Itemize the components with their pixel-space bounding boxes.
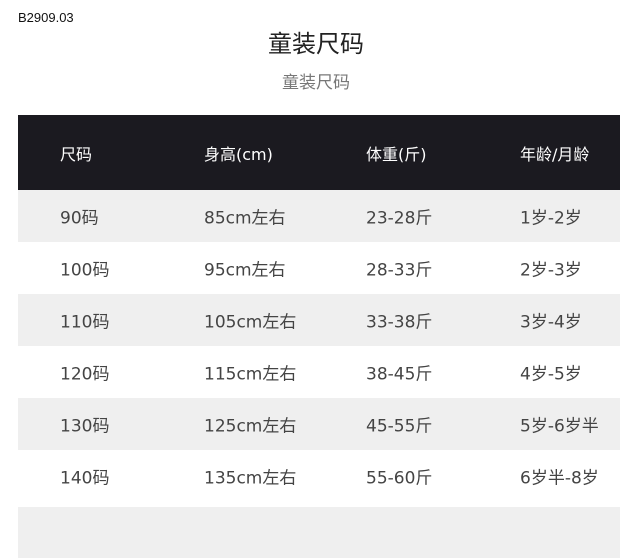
cell-height: 95cm左右 <box>204 260 286 281</box>
cell-size: 100码 <box>60 260 110 281</box>
cell-weight: 28-33斤 <box>366 260 433 281</box>
cell-weight: 55-60斤 <box>366 468 433 489</box>
cell-height: 115cm左右 <box>204 364 297 385</box>
product-code: B2909.03 <box>18 10 74 25</box>
table-row: 140码 135cm左右 55-60斤 6岁半-8岁 <box>18 450 620 502</box>
cell-age: 1岁-2岁 <box>520 208 582 229</box>
table-header: 尺码 身高(cm) 体重(斤) 年龄/月龄 <box>18 115 620 190</box>
header-height: 身高(cm) <box>204 144 273 164</box>
header-weight: 体重(斤) <box>366 144 427 164</box>
page-title: 童装尺码 <box>268 30 364 58</box>
cell-weight: 23-28斤 <box>366 208 433 229</box>
cell-size: 130码 <box>60 416 110 437</box>
table-row: 130码 125cm左右 45-55斤 5岁-6岁半 <box>18 398 620 450</box>
cell-weight: 45-55斤 <box>366 416 433 437</box>
cell-weight: 33-38斤 <box>366 312 433 333</box>
table-row: 90码 85cm左右 23-28斤 1岁-2岁 <box>18 190 620 242</box>
cell-size: 110码 <box>60 312 110 333</box>
page-subtitle: 童装尺码 <box>282 73 350 93</box>
cell-age: 4岁-5岁 <box>520 364 582 385</box>
table-row: 100码 95cm左右 28-33斤 2岁-3岁 <box>18 242 620 294</box>
cell-height: 105cm左右 <box>204 312 297 333</box>
header-age: 年龄/月龄 <box>520 144 590 164</box>
cell-height: 85cm左右 <box>204 208 286 229</box>
cell-weight: 38-45斤 <box>366 364 433 385</box>
cell-size: 90码 <box>60 208 99 229</box>
cell-size: 120码 <box>60 364 110 385</box>
cell-age: 6岁半-8岁 <box>520 468 599 489</box>
table-row: 110码 105cm左右 33-38斤 3岁-4岁 <box>18 294 620 346</box>
header-size: 尺码 <box>60 144 93 164</box>
empty-row <box>18 507 620 558</box>
cell-height: 125cm左右 <box>204 416 297 437</box>
cell-height: 135cm左右 <box>204 468 297 489</box>
cell-age: 5岁-6岁半 <box>520 416 599 437</box>
table-row: 120码 115cm左右 38-45斤 4岁-5岁 <box>18 346 620 398</box>
cell-age: 3岁-4岁 <box>520 312 582 333</box>
cell-age: 2岁-3岁 <box>520 260 582 281</box>
size-table: 尺码 身高(cm) 体重(斤) 年龄/月龄 90码 85cm左右 23-28斤 1岁-… <box>18 115 620 502</box>
cell-size: 140码 <box>60 468 110 489</box>
